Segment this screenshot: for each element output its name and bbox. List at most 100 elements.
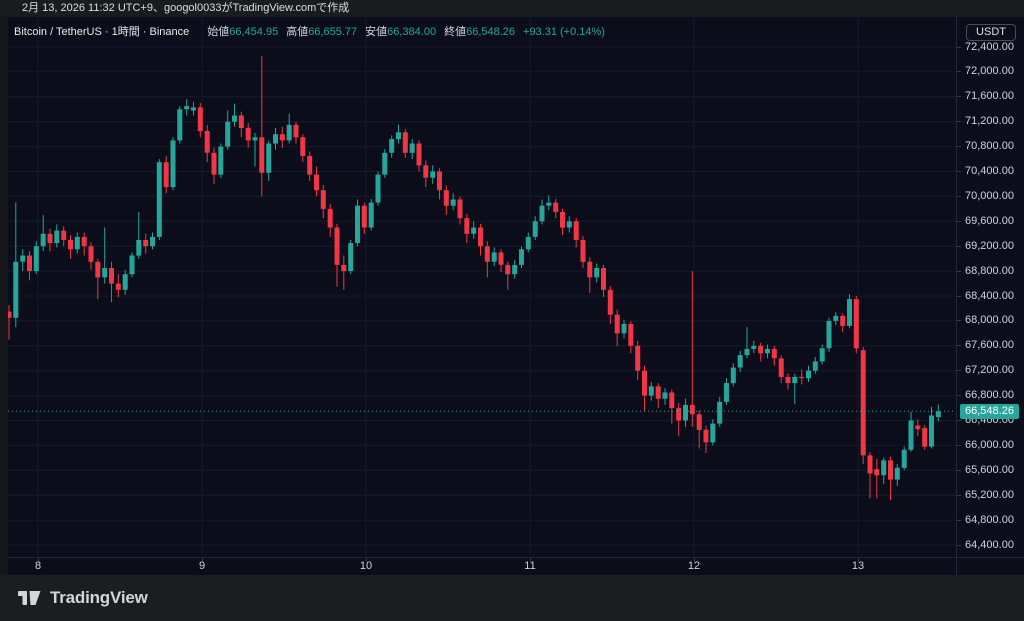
candle-body — [888, 460, 893, 480]
candle-body — [27, 255, 32, 272]
candle-body — [853, 299, 859, 349]
time-axis-tick — [530, 558, 531, 562]
price-axis[interactable]: 66,548.26 72,400.00 72,000.00 71,600.00 71,… — [957, 17, 1024, 557]
candle-body — [901, 449, 907, 468]
candle-body — [464, 218, 470, 234]
price-axis-label: 69,600.00 — [965, 214, 1014, 227]
candle-body — [150, 236, 155, 247]
candle-body — [696, 414, 702, 430]
price-axis-label: 71,600.00 — [965, 90, 1014, 103]
candle-body — [437, 171, 442, 191]
close-value: 66,548.26 — [466, 26, 516, 38]
candle-body — [47, 233, 53, 244]
candle-body — [532, 221, 538, 237]
candle-body — [758, 345, 764, 354]
candle-body — [129, 255, 135, 275]
close-label: 終値 — [444, 26, 467, 38]
price-axis-label: 66,800.00 — [965, 389, 1014, 402]
candle-body — [642, 370, 647, 396]
time-axis-tick — [202, 558, 203, 562]
candle-body — [566, 221, 572, 228]
price-axis-tick — [957, 345, 961, 347]
candle-body — [238, 115, 244, 128]
price-axis-label: 69,200.00 — [965, 239, 1014, 252]
candle-body — [478, 227, 483, 247]
candle-body — [259, 137, 265, 173]
candle-body — [703, 429, 709, 443]
candle-body — [573, 221, 579, 240]
candle-body — [662, 392, 668, 399]
candlestick-chart[interactable] — [8, 17, 956, 557]
candle-body — [341, 264, 347, 272]
candle-body — [355, 205, 360, 243]
time-axis-label: 10 — [359, 560, 373, 572]
candle-body — [689, 404, 695, 415]
price-axis-tick — [957, 270, 961, 272]
price-axis-tick — [957, 245, 961, 247]
candle-body — [771, 348, 777, 359]
candle-body — [614, 314, 620, 334]
high-value: 66,655.77 — [308, 26, 358, 38]
candle-body — [225, 121, 231, 147]
candle-body — [546, 202, 552, 206]
price-axis-tick — [957, 220, 961, 222]
candle-body — [252, 137, 258, 141]
price-axis-label: 67,200.00 — [965, 364, 1014, 377]
price-axis-label: 72,400.00 — [965, 40, 1014, 53]
time-axis-tick — [366, 558, 367, 562]
candle-body — [806, 370, 811, 379]
candle-body — [621, 324, 627, 334]
candle-body — [204, 131, 210, 153]
candle-body — [389, 139, 395, 153]
candle-body — [368, 202, 374, 228]
candle-body — [860, 350, 866, 456]
price-axis-tick — [957, 370, 961, 372]
candle-body — [819, 348, 825, 362]
candle-body — [812, 361, 818, 371]
candle-body — [314, 174, 319, 191]
price-axis-label: 70,800.00 — [965, 140, 1014, 153]
candle-body — [635, 345, 641, 371]
price-axis-tick — [957, 469, 961, 471]
candle-body — [320, 190, 326, 209]
candle-body — [765, 348, 770, 354]
chart-pane[interactable]: Bitcoin / TetherUS · 1時間 · Binance 始値66,4… — [8, 17, 956, 557]
candle-body — [874, 469, 880, 476]
time-axis[interactable]: 8 9 10 11 12 13 — [8, 558, 956, 575]
candle-body — [122, 274, 128, 290]
open-label: 始値 — [207, 26, 230, 38]
price-axis-label: 64,800.00 — [965, 513, 1014, 526]
candle-body — [115, 283, 121, 290]
candle-body — [525, 236, 531, 250]
candle-body — [218, 146, 224, 175]
price-axis-label: 72,000.00 — [965, 65, 1014, 78]
candle-body — [553, 202, 559, 212]
candle-body — [724, 383, 729, 402]
price-axis-tick — [957, 420, 961, 421]
candle-body — [450, 199, 456, 206]
currency-toggle-button[interactable]: USDT — [966, 24, 1016, 41]
candle-body — [915, 425, 921, 430]
price-axis-tick — [957, 46, 961, 48]
price-axis-label: 65,200.00 — [965, 488, 1014, 501]
candle-body — [847, 299, 852, 326]
candle-body — [601, 268, 606, 290]
price-axis-label: 66,000.00 — [965, 438, 1014, 451]
tradingview-logo[interactable]: TradingView — [18, 587, 148, 609]
candle-body — [744, 348, 750, 356]
candle-body — [286, 124, 292, 141]
candle-body — [669, 392, 675, 409]
time-axis-tick — [694, 558, 695, 562]
price-axis-tick — [957, 195, 961, 197]
candle-body — [430, 171, 436, 178]
time-axis-separator — [8, 557, 1024, 558]
time-axis-label: 12 — [687, 560, 701, 572]
symbol-title: Bitcoin / TetherUS · 1時間 · Binance — [14, 26, 190, 38]
candle-body — [245, 127, 251, 141]
candle-body — [471, 227, 477, 234]
candle-body — [676, 408, 682, 421]
candle-body — [416, 143, 422, 166]
candle-body — [751, 345, 757, 349]
time-axis-label: 13 — [851, 560, 865, 572]
candle-body — [382, 152, 388, 175]
